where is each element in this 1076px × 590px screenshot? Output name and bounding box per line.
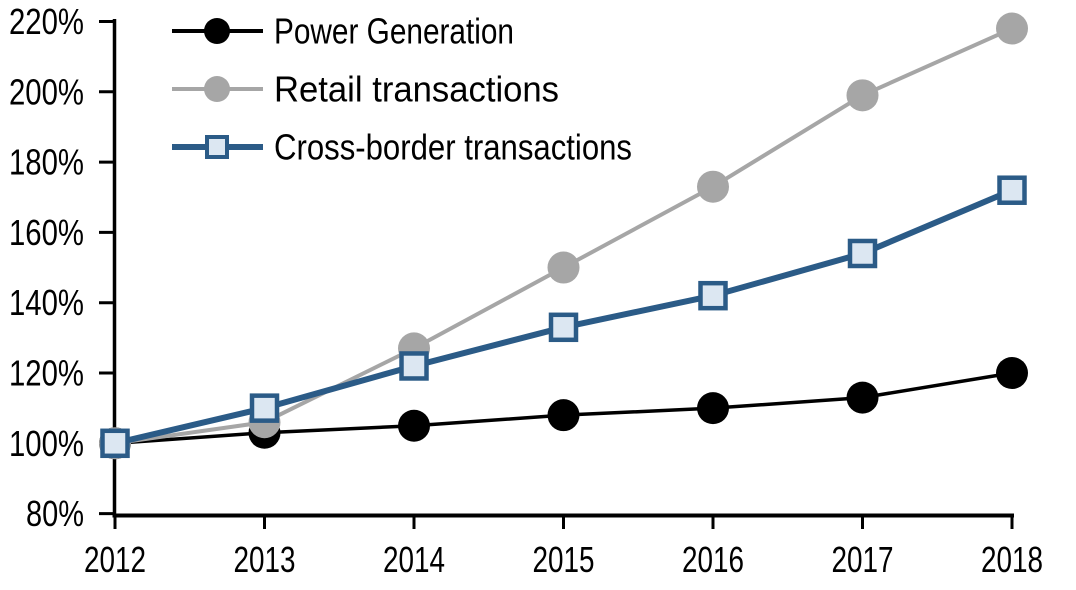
data-point-marker xyxy=(249,393,280,423)
data-point-marker xyxy=(697,170,729,203)
data-point-marker xyxy=(997,175,1027,205)
legend-label: Retail transactions xyxy=(274,69,559,110)
data-point-marker xyxy=(547,399,580,432)
data-point-marker xyxy=(548,312,579,343)
x-tick-label: 2013 xyxy=(234,539,296,580)
legend-label: Power Generation xyxy=(274,11,514,52)
x-tick-label: 2017 xyxy=(832,539,894,580)
data-point-marker xyxy=(398,409,430,442)
x-tick-label: 2012 xyxy=(84,539,146,580)
y-tick-label: 120% xyxy=(9,353,84,394)
data-point-marker xyxy=(399,351,429,381)
data-point-marker xyxy=(846,79,879,112)
y-tick-label: 160% xyxy=(9,212,84,253)
x-tick-label: 2015 xyxy=(533,539,595,580)
y-tick-label: 200% xyxy=(9,71,84,112)
legend-circle-marker xyxy=(204,18,230,44)
data-point-marker xyxy=(547,251,580,284)
data-point-marker xyxy=(698,280,728,311)
x-tick-label: 2014 xyxy=(383,539,445,580)
data-point-marker xyxy=(847,238,878,269)
y-tick-label: 220% xyxy=(9,1,84,42)
data-point-marker xyxy=(996,12,1028,45)
x-tick-label: 2016 xyxy=(682,539,744,580)
legend-circle-marker xyxy=(204,76,230,102)
data-point-marker xyxy=(996,357,1028,389)
x-tick-label: 2018 xyxy=(981,539,1043,580)
y-tick-label: 100% xyxy=(9,423,84,464)
legend-square-marker xyxy=(205,135,229,159)
legend-label: Cross-border transactions xyxy=(274,127,632,168)
y-tick-label: 80% xyxy=(26,493,84,534)
y-tick-label: 140% xyxy=(9,282,84,323)
data-point-marker xyxy=(846,381,879,414)
data-point-marker xyxy=(697,392,729,425)
y-tick-label: 180% xyxy=(9,142,84,183)
data-point-marker xyxy=(100,428,130,459)
